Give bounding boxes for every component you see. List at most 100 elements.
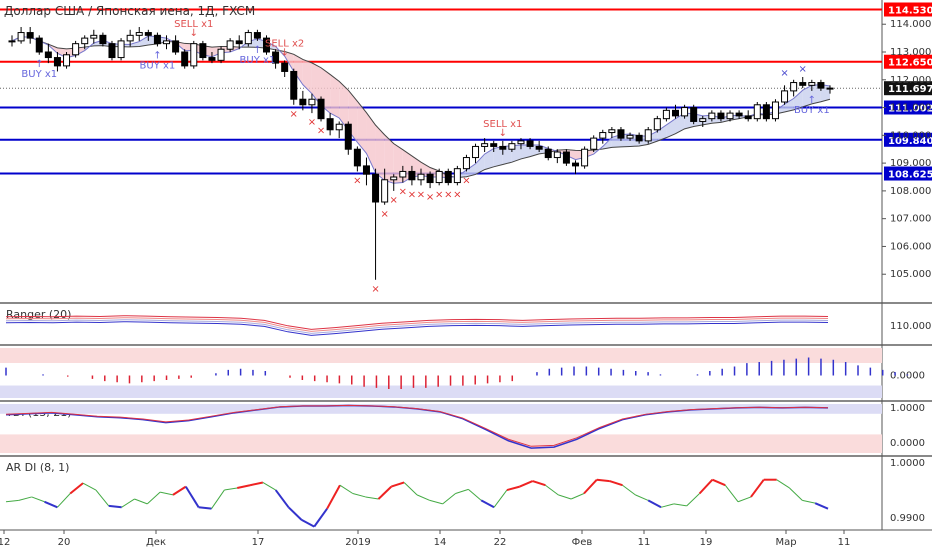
candle-body — [372, 173, 380, 203]
ardi-line-segment — [184, 486, 200, 508]
candle-body — [199, 43, 207, 59]
sell-signal-label: SELL x1 — [483, 119, 522, 130]
kama-band-segment — [484, 148, 494, 170]
price-levels: 114.530 112.650 111.002 109.840 108.625 111.6… — [0, 2, 932, 181]
kama-band-segment — [139, 36, 149, 47]
candle-body — [99, 34, 107, 45]
candle-body — [817, 82, 825, 89]
pane-separator — [0, 400, 932, 402]
ardi-line-segment — [172, 485, 187, 496]
candle-body — [226, 40, 234, 50]
ardi-line-segment — [313, 508, 328, 528]
x-tick-label: 14 — [434, 537, 447, 548]
candle-body — [272, 51, 280, 64]
y-tick-label: 107.000 — [890, 214, 931, 225]
ardi-line-segment — [429, 499, 443, 505]
candle-body — [235, 40, 243, 45]
candle-body — [708, 112, 716, 120]
candle-body — [617, 129, 625, 139]
ardi-line-segment — [532, 480, 546, 487]
ardi-line-segment — [750, 479, 765, 498]
ardi-line-segment — [647, 499, 662, 509]
sell-x-marker: × — [426, 192, 434, 203]
tdi-upper-zone — [0, 404, 882, 414]
ardi-line-segment — [724, 484, 739, 503]
candle-body — [562, 151, 570, 164]
ardi-line-segment — [224, 487, 238, 491]
candle-body — [190, 43, 198, 67]
sell-x-marker: × — [408, 189, 416, 200]
candle-body — [135, 32, 143, 36]
ardi-line-segment — [249, 481, 264, 487]
candle-body — [726, 112, 734, 120]
candle-body — [599, 132, 607, 139]
ardi-line-segment — [134, 498, 148, 505]
tdi-signal-line — [5, 404, 829, 447]
x-tick-label: Фев — [572, 537, 593, 548]
kama-band-segment — [375, 125, 385, 181]
ranger-line — [5, 321, 829, 336]
candle-body — [17, 32, 25, 42]
pane-y-label: 110.0000 — [890, 321, 932, 332]
ardi-line-segment — [673, 503, 687, 507]
candle-body — [553, 151, 561, 159]
candle-body — [281, 62, 289, 72]
ardi-line-segment — [416, 494, 431, 501]
candle-body — [735, 112, 743, 117]
kama-band-segment — [311, 62, 322, 106]
ardi-line-segment — [468, 488, 482, 501]
ardi-line-segment — [686, 493, 700, 507]
last-price-label: 111.697 — [888, 84, 932, 95]
level-badge — [884, 166, 932, 181]
ardi-line-segment — [31, 496, 45, 503]
sell-x-marker: × — [380, 209, 388, 220]
candle-body — [217, 48, 225, 61]
candle-body — [344, 123, 352, 150]
candle-body — [399, 170, 407, 178]
ardi-line-segment — [211, 489, 225, 509]
kama-indicator — [11, 35, 831, 184]
y-tick-label: 114.000 — [890, 19, 931, 30]
ardi-line-segment — [198, 506, 212, 510]
ranger-line — [5, 315, 829, 330]
buy-signal-label: BUY x1 — [140, 60, 176, 71]
ardi-line-segment — [262, 482, 276, 491]
candle-body — [117, 40, 125, 59]
x-tick-label: 19 — [700, 537, 713, 548]
level-badge — [884, 132, 932, 147]
ardi-line-segment — [18, 496, 32, 501]
x-tick-label: 11 — [838, 537, 851, 548]
sell-x-marker: × — [371, 284, 379, 295]
candle-body — [472, 145, 480, 159]
kama-band-segment — [357, 101, 367, 154]
ardi-line-segment — [558, 494, 572, 500]
kama-band-segment — [339, 81, 349, 131]
ardi-line-segment — [698, 479, 714, 495]
candle-body — [699, 118, 707, 122]
candle-body — [181, 51, 189, 67]
ardi-line-segment — [635, 494, 649, 501]
overbought-zone — [0, 348, 882, 363]
pane-separator — [0, 344, 932, 346]
kama-band-segment — [657, 124, 667, 142]
candle-body — [72, 43, 80, 56]
ardi-line-segment — [493, 489, 508, 508]
level-label: 112.650 — [888, 58, 932, 69]
candle-body — [308, 98, 316, 106]
candle-body — [799, 82, 807, 86]
candle-body — [508, 143, 516, 150]
candle-body — [444, 170, 452, 184]
ardi-line-segment — [82, 482, 97, 491]
x-tick-label: 22 — [494, 537, 507, 548]
y-tick-label: 105.000 — [890, 269, 931, 280]
buy-arrow-icon: ↑ — [808, 95, 816, 106]
candle-body — [481, 143, 489, 147]
kama-band-segment — [330, 74, 340, 118]
ardi-line-segment — [789, 487, 803, 501]
oversold-zone — [0, 385, 882, 398]
candle-body — [353, 148, 361, 167]
ardi-line-segment — [622, 484, 636, 496]
candle-body — [426, 173, 434, 184]
buy-arrow-icon: ↑ — [153, 50, 161, 61]
